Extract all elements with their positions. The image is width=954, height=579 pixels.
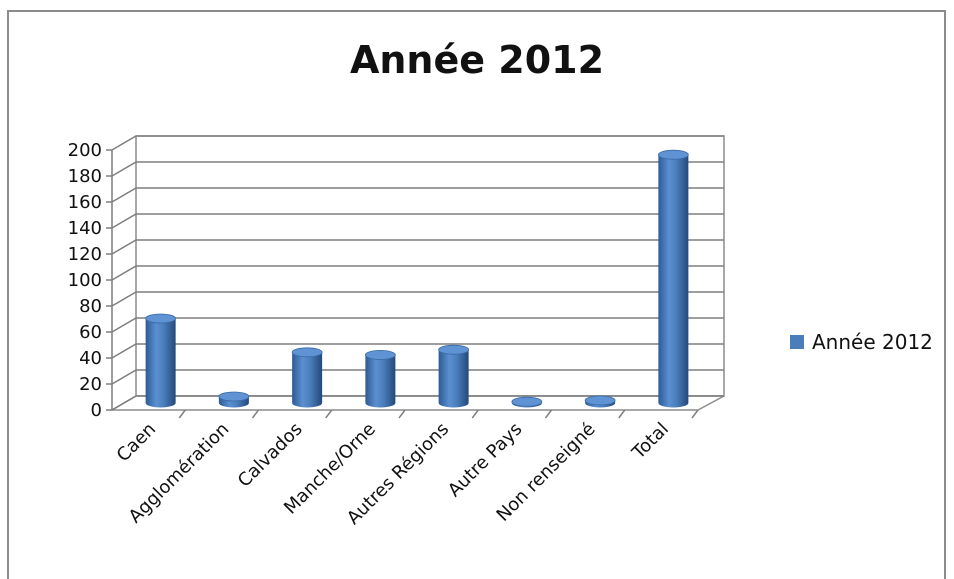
legend-swatch <box>790 335 804 349</box>
gridline <box>111 265 724 281</box>
bar-top <box>218 391 250 402</box>
x-tick <box>251 409 260 419</box>
gridline <box>111 213 724 229</box>
bar <box>438 349 469 408</box>
x-tick <box>471 409 479 419</box>
y-tick-label: 120 <box>68 244 102 265</box>
bar <box>145 318 176 408</box>
y-tick-label: 20 <box>79 374 102 395</box>
x-tick-label: Total <box>628 419 673 464</box>
gridline <box>111 395 724 411</box>
chart-frame <box>7 10 946 579</box>
bar-top <box>438 344 470 355</box>
x-tick <box>325 409 333 419</box>
floor <box>109 395 725 411</box>
gridline <box>111 161 724 177</box>
legend-label: Année 2012 <box>812 330 933 354</box>
gridline <box>111 291 724 307</box>
y-tick-label: 200 <box>68 140 102 161</box>
x-tick <box>691 409 699 419</box>
bar <box>658 154 689 408</box>
gridline <box>111 239 724 255</box>
x-tick-label: Caen <box>113 419 160 466</box>
y-tick-label: 60 <box>79 322 102 343</box>
chart-title: Année 2012 <box>349 38 605 82</box>
gridline <box>111 135 724 151</box>
bar <box>292 352 323 408</box>
x-tick <box>618 409 626 419</box>
gridline <box>111 317 724 333</box>
gridline <box>111 187 724 203</box>
y-tick-label: 40 <box>79 348 102 369</box>
bar-top <box>364 349 396 360</box>
bar-top <box>657 149 689 160</box>
x-tick <box>398 409 406 419</box>
bar-top <box>291 347 323 358</box>
y-tick-label: 80 <box>79 296 102 317</box>
bar-top <box>145 313 177 324</box>
bar-top <box>511 396 543 407</box>
y-tick-label: 0 <box>91 400 102 421</box>
y-tick-label: 140 <box>68 218 102 239</box>
y-tick-label: 100 <box>68 270 102 291</box>
legend: Année 2012 <box>790 330 933 354</box>
y-tick-label: 180 <box>68 166 102 187</box>
bar-top <box>584 395 616 406</box>
y-tick-label: 160 <box>68 192 102 213</box>
x-tick <box>178 409 186 419</box>
bar <box>365 354 396 408</box>
gridline <box>111 343 724 359</box>
x-tick-label: Calvados <box>234 419 307 492</box>
x-tick <box>544 409 553 419</box>
gridline <box>111 369 724 385</box>
